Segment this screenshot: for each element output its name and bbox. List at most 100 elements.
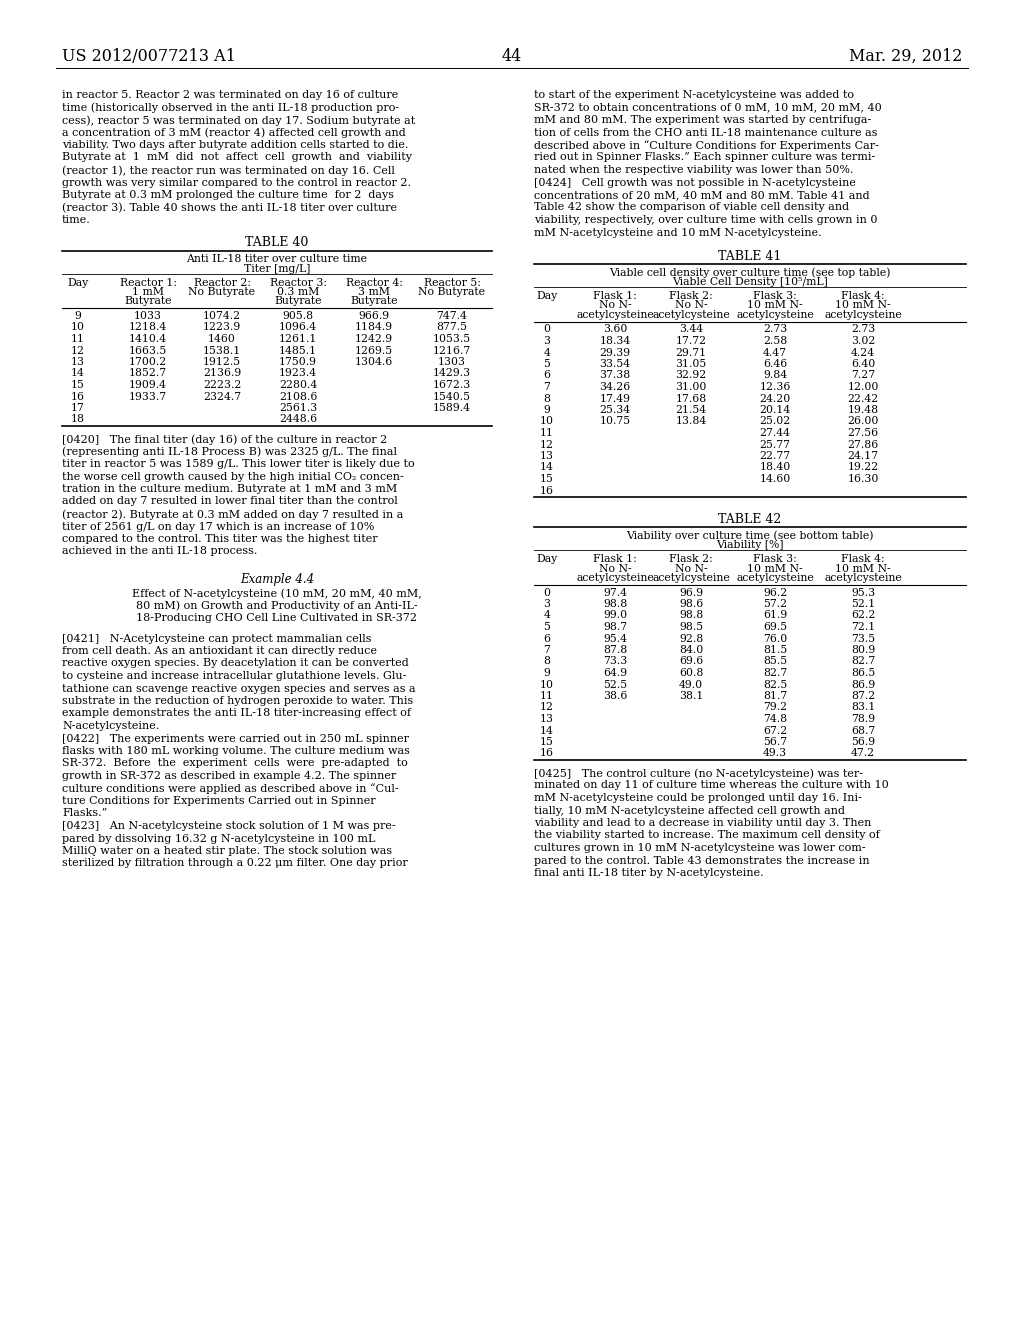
Text: 31.05: 31.05 bbox=[676, 359, 707, 370]
Text: 14: 14 bbox=[540, 726, 554, 735]
Text: viability, respectively, over culture time with cells grown in 0: viability, respectively, over culture ti… bbox=[534, 215, 878, 224]
Text: 1074.2: 1074.2 bbox=[203, 312, 241, 321]
Text: concentrations of 20 mM, 40 mM and 80 mM. Table 41 and: concentrations of 20 mM, 40 mM and 80 mM… bbox=[534, 190, 869, 201]
Text: 74.8: 74.8 bbox=[763, 714, 787, 723]
Text: acetylcysteine: acetylcysteine bbox=[824, 573, 902, 583]
Text: 8: 8 bbox=[544, 393, 551, 404]
Text: Viable cell density over culture time (see top table): Viable cell density over culture time (s… bbox=[609, 267, 891, 277]
Text: No Butyrate: No Butyrate bbox=[188, 286, 256, 297]
Text: 15: 15 bbox=[540, 737, 554, 747]
Text: viability and lead to a decrease in viability until day 3. Then: viability and lead to a decrease in viab… bbox=[534, 818, 871, 828]
Text: 69.5: 69.5 bbox=[763, 622, 787, 632]
Text: 37.38: 37.38 bbox=[599, 371, 631, 380]
Text: minated on day 11 of culture time whereas the culture with 10: minated on day 11 of culture time wherea… bbox=[534, 780, 889, 791]
Text: flasks with 180 mL working volume. The culture medium was: flasks with 180 mL working volume. The c… bbox=[62, 746, 410, 756]
Text: 62.2: 62.2 bbox=[851, 610, 876, 620]
Text: 95.4: 95.4 bbox=[603, 634, 627, 644]
Text: TABLE 40: TABLE 40 bbox=[246, 235, 308, 248]
Text: 80 mM) on Growth and Productivity of an Anti-IL-: 80 mM) on Growth and Productivity of an … bbox=[136, 601, 418, 611]
Text: 49.3: 49.3 bbox=[763, 748, 787, 759]
Text: 57.2: 57.2 bbox=[763, 599, 787, 609]
Text: 27.86: 27.86 bbox=[848, 440, 879, 450]
Text: 52.5: 52.5 bbox=[603, 680, 627, 689]
Text: 1033: 1033 bbox=[134, 312, 162, 321]
Text: acetylcysteine: acetylcysteine bbox=[652, 573, 730, 583]
Text: Day: Day bbox=[68, 277, 89, 288]
Text: (reactor 3). Table 40 shows the anti IL-18 titer over culture: (reactor 3). Table 40 shows the anti IL-… bbox=[62, 202, 397, 213]
Text: pared by dissolving 16.32 g N-acetylcysteine in 100 mL: pared by dissolving 16.32 g N-acetylcyst… bbox=[62, 833, 376, 843]
Text: 29.39: 29.39 bbox=[599, 347, 631, 358]
Text: 1242.9: 1242.9 bbox=[355, 334, 393, 345]
Text: [0423]   An N-acetylcysteine stock solution of 1 M was pre-: [0423] An N-acetylcysteine stock solutio… bbox=[62, 821, 395, 832]
Text: 16: 16 bbox=[540, 486, 554, 495]
Text: 52.1: 52.1 bbox=[851, 599, 876, 609]
Text: 34.26: 34.26 bbox=[599, 381, 631, 392]
Text: 2108.6: 2108.6 bbox=[279, 392, 317, 401]
Text: 22.42: 22.42 bbox=[848, 393, 879, 404]
Text: 17.68: 17.68 bbox=[676, 393, 707, 404]
Text: 98.8: 98.8 bbox=[679, 610, 703, 620]
Text: Reactor 3:: Reactor 3: bbox=[269, 277, 327, 288]
Text: to start of the experiment N-acetylcysteine was added to: to start of the experiment N-acetylcyste… bbox=[534, 90, 854, 100]
Text: described above in “Culture Conditions for Experiments Car-: described above in “Culture Conditions f… bbox=[534, 140, 879, 150]
Text: Viability over culture time (see bottom table): Viability over culture time (see bottom … bbox=[627, 531, 873, 541]
Text: N-acetylcysteine.: N-acetylcysteine. bbox=[62, 721, 160, 731]
Text: 81.5: 81.5 bbox=[763, 645, 787, 655]
Text: tathione can scavenge reactive oxygen species and serves as a: tathione can scavenge reactive oxygen sp… bbox=[62, 684, 416, 693]
Text: nated when the respective viability was lower than 50%.: nated when the respective viability was … bbox=[534, 165, 853, 176]
Text: 84.0: 84.0 bbox=[679, 645, 703, 655]
Text: acetylcysteine: acetylcysteine bbox=[736, 310, 814, 319]
Text: 79.2: 79.2 bbox=[763, 702, 787, 713]
Text: 12: 12 bbox=[540, 702, 554, 713]
Text: from cell death. As an antioxidant it can directly reduce: from cell death. As an antioxidant it ca… bbox=[62, 645, 377, 656]
Text: 747.4: 747.4 bbox=[436, 312, 467, 321]
Text: No N-: No N- bbox=[675, 301, 708, 310]
Text: ture Conditions for Experiments Carried out in Spinner: ture Conditions for Experiments Carried … bbox=[62, 796, 376, 807]
Text: tion of cells from the CHO anti IL-18 maintenance culture as: tion of cells from the CHO anti IL-18 ma… bbox=[534, 128, 878, 137]
Text: 2.73: 2.73 bbox=[851, 325, 876, 334]
Text: to cysteine and increase intracellular glutathione levels. Glu-: to cysteine and increase intracellular g… bbox=[62, 671, 407, 681]
Text: Flask 4:: Flask 4: bbox=[841, 554, 885, 564]
Text: Reactor 2:: Reactor 2: bbox=[194, 277, 251, 288]
Text: 7.27: 7.27 bbox=[851, 371, 876, 380]
Text: Table 42 show the comparison of viable cell density and: Table 42 show the comparison of viable c… bbox=[534, 202, 849, 213]
Text: 6.40: 6.40 bbox=[851, 359, 876, 370]
Text: 2561.3: 2561.3 bbox=[279, 403, 317, 413]
Text: 26.00: 26.00 bbox=[847, 417, 879, 426]
Text: 8: 8 bbox=[544, 656, 551, 667]
Text: Butyrate at  1  mM  did  not  affect  cell  growth  and  viability: Butyrate at 1 mM did not affect cell gro… bbox=[62, 153, 412, 162]
Text: growth in SR-372 as described in example 4.2. The spinner: growth in SR-372 as described in example… bbox=[62, 771, 396, 781]
Text: 14: 14 bbox=[540, 462, 554, 473]
Text: 1096.4: 1096.4 bbox=[279, 322, 317, 333]
Text: 18.40: 18.40 bbox=[760, 462, 791, 473]
Text: 27.56: 27.56 bbox=[848, 428, 879, 438]
Text: titer of 2561 g/L on day 17 which is an increase of 10%: titer of 2561 g/L on day 17 which is an … bbox=[62, 521, 375, 532]
Text: time (historically observed in the anti IL-18 production pro-: time (historically observed in the anti … bbox=[62, 103, 399, 114]
Text: 16.30: 16.30 bbox=[847, 474, 879, 484]
Text: 1261.1: 1261.1 bbox=[279, 334, 317, 345]
Text: Flask 1:: Flask 1: bbox=[593, 554, 637, 564]
Text: 12.00: 12.00 bbox=[847, 381, 879, 392]
Text: 1269.5: 1269.5 bbox=[355, 346, 393, 355]
Text: 2.58: 2.58 bbox=[763, 337, 787, 346]
Text: 17.72: 17.72 bbox=[676, 337, 707, 346]
Text: 10: 10 bbox=[540, 680, 554, 689]
Text: No N-: No N- bbox=[599, 301, 632, 310]
Text: 82.7: 82.7 bbox=[851, 656, 876, 667]
Text: 85.5: 85.5 bbox=[763, 656, 787, 667]
Text: 1912.5: 1912.5 bbox=[203, 356, 241, 367]
Text: mM and 80 mM. The experiment was started by centrifuga-: mM and 80 mM. The experiment was started… bbox=[534, 115, 871, 125]
Text: 25.34: 25.34 bbox=[599, 405, 631, 414]
Text: tially, 10 mM N-acetylcysteine affected cell growth and: tially, 10 mM N-acetylcysteine affected … bbox=[534, 805, 845, 816]
Text: tration in the culture medium. Butyrate at 1 mM and 3 mM: tration in the culture medium. Butyrate … bbox=[62, 484, 397, 494]
Text: achieved in the anti IL-18 process.: achieved in the anti IL-18 process. bbox=[62, 546, 257, 557]
Text: final anti IL-18 titer by N-acetylcysteine.: final anti IL-18 titer by N-acetylcystei… bbox=[534, 869, 764, 878]
Text: 38.6: 38.6 bbox=[603, 690, 627, 701]
Text: 1663.5: 1663.5 bbox=[129, 346, 167, 355]
Text: added on day 7 resulted in lower final titer than the control: added on day 7 resulted in lower final t… bbox=[62, 496, 397, 507]
Text: 24.20: 24.20 bbox=[760, 393, 791, 404]
Text: 1750.9: 1750.9 bbox=[279, 356, 317, 367]
Text: 13: 13 bbox=[540, 714, 554, 723]
Text: the worse cell growth caused by the high initial CO₂ concen-: the worse cell growth caused by the high… bbox=[62, 471, 403, 482]
Text: the viability started to increase. The maximum cell density of: the viability started to increase. The m… bbox=[534, 830, 880, 841]
